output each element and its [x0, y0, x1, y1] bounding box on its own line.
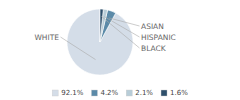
- legend-label: 4.2%: [100, 89, 118, 97]
- pie-slice: [67, 9, 133, 75]
- slice-label: HISPANIC: [141, 33, 176, 42]
- legend: 92.1% 4.2% 2.1% 1.6%: [52, 89, 188, 97]
- legend-swatch: [52, 90, 58, 96]
- pie-slice: [100, 9, 108, 42]
- leader-line: [61, 37, 96, 60]
- legend-swatch: [161, 90, 167, 96]
- slice-label: BLACK: [141, 44, 167, 53]
- slice-labels: WHITE ASIAN HISPANIC BLACK: [34, 16, 175, 59]
- legend-label: 2.1%: [135, 89, 153, 97]
- legend-item: 1.6%: [161, 89, 188, 97]
- leader-line: [101, 16, 139, 48]
- pie-slice: [100, 9, 103, 42]
- legend-label: 1.6%: [170, 89, 188, 97]
- legend-item: 92.1%: [52, 89, 84, 97]
- chart: WHITE ASIAN HISPANIC BLACK 92.1% 4.2% 2.1% 1.6%: [0, 0, 240, 100]
- slice-label: ASIAN: [141, 22, 164, 31]
- legend-swatch: [126, 90, 132, 96]
- slice-label: WHITE: [34, 33, 59, 42]
- legend-label: 92.1%: [61, 89, 84, 97]
- legend-item: 4.2%: [91, 89, 118, 97]
- legend-item: 2.1%: [126, 89, 153, 97]
- leader-line: [104, 17, 139, 37]
- pie: [67, 9, 133, 75]
- legend-swatch: [91, 90, 97, 96]
